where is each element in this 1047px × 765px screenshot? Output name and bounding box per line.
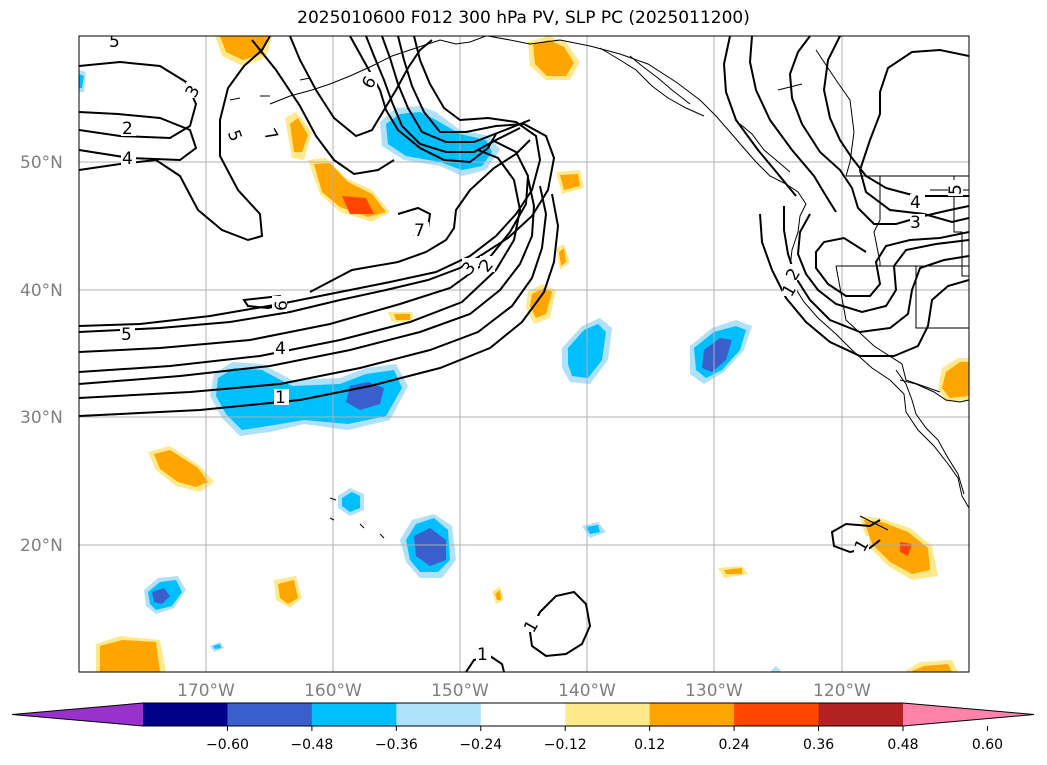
contour-label: 1	[477, 645, 488, 665]
pv-blob-hawaii-north	[338, 488, 364, 516]
contour-label: 7	[414, 221, 425, 241]
colorbar-tick-label: 0.36	[803, 737, 834, 753]
pv-blob-mid-1	[526, 284, 556, 324]
lon-label-120w: 120°W	[813, 681, 871, 701]
contour-label: 4	[275, 339, 286, 359]
pv-blob-tiny-5	[582, 522, 606, 538]
colorbar-tick-label: −0.24	[459, 737, 502, 753]
pv-blob-tiny-1	[556, 244, 570, 270]
longitude-labels: 170°W 160°W 150°W 140°W 130°W 120°W	[177, 681, 871, 701]
pv-blob-tiny-6	[210, 642, 224, 652]
lon-label-160w: 160°W	[304, 681, 362, 701]
contour-label: 5	[109, 32, 120, 52]
contour-label: 5	[121, 325, 132, 345]
pv-blob-socal	[938, 358, 969, 402]
colorbar-tick-label: −0.48	[290, 737, 333, 753]
contour-label: 4	[910, 193, 921, 213]
colorbar-tick-label: 0.48	[887, 737, 918, 753]
colorbar-extend-low	[12, 703, 143, 726]
contour-label: 6	[272, 300, 292, 311]
map-frame	[78, 35, 970, 673]
pv-blob-west-south	[144, 576, 186, 614]
map-background	[79, 36, 969, 672]
pv-blob-small-north	[556, 170, 584, 194]
pv-blob-hawaii-east	[400, 514, 456, 578]
lat-label-50n: 50°N	[20, 153, 63, 173]
pv-positive-anomalies	[96, 36, 969, 672]
pv-blob-hawaii-west	[274, 576, 302, 608]
pv-blob-tiny-2	[388, 312, 414, 322]
colorbar-tick-label: −0.60	[206, 737, 249, 753]
pv-blob-tiny-7	[770, 666, 782, 672]
colorbar-segment	[649, 703, 735, 726]
lat-label-30n: 30°N	[20, 408, 63, 428]
colorbar-extend-high	[903, 703, 1034, 726]
colorbar-segment	[143, 703, 228, 726]
pv-blob-south-east	[904, 660, 958, 672]
colorbar-tick-label: 0.12	[634, 737, 665, 753]
colorbar-tick-label: 0.24	[719, 737, 750, 753]
colorbar-segment	[396, 703, 482, 726]
colorbar-segment	[480, 703, 566, 726]
lon-label-150w: 150°W	[431, 681, 489, 701]
pv-blob-tiny-3	[492, 586, 504, 604]
lat-label-20n: 20°N	[20, 536, 63, 556]
colorbar-outline	[11, 702, 1035, 727]
contour-label: 3	[910, 213, 921, 233]
pv-blob-baja	[860, 516, 938, 580]
lon-label-140w: 140°W	[558, 681, 616, 701]
colorbar-segment	[311, 703, 397, 726]
contour-labels: 5 3 2 4 5 7 6 7 3 2 6 5 4 1	[108, 32, 966, 665]
colorbar-segment	[734, 703, 820, 726]
lat-label-40n: 40°N	[20, 281, 63, 301]
pv-blob-east-ocean	[690, 320, 752, 384]
lon-label-170w: 170°W	[177, 681, 235, 701]
contour-label: 2	[122, 119, 133, 139]
contour-label: 4	[122, 149, 133, 169]
pv-blob-trough-core	[380, 106, 500, 176]
pv-blob-dateline-edge	[79, 70, 86, 92]
contour-label: 5	[946, 184, 966, 195]
pv-blob-west-mid	[148, 446, 214, 492]
latitude-labels: 50°N 40°N 30°N 20°N	[20, 153, 63, 556]
colorbar-tick-label: 0.60	[972, 737, 1003, 753]
pv-blob-southwest	[96, 636, 166, 672]
colorbar-segment	[227, 703, 313, 726]
map-title: 2025010600 F012 300 hPa PV, SLP PC (2025…	[297, 8, 750, 28]
colorbar-tick-label: −0.12	[544, 737, 587, 753]
colorbar: −0.60 −0.48 −0.36 −0.24 −0.12 0.12 0.24 0.36 0.4…	[11, 702, 1035, 753]
map-area: 5 3 2 4 5 7 6 7 3 2 6 5 4 1	[79, 32, 969, 672]
colorbar-segment	[818, 703, 904, 726]
pv-blob-tiny-4	[718, 566, 748, 578]
contour-label: 1	[275, 388, 286, 408]
lon-label-130w: 130°W	[685, 681, 743, 701]
colorbar-segment	[565, 703, 651, 726]
colorbar-tick-label: −0.36	[375, 737, 418, 753]
pv-blob-aleutian-streamer	[285, 112, 390, 222]
pv-blob-north-mid	[528, 36, 580, 80]
